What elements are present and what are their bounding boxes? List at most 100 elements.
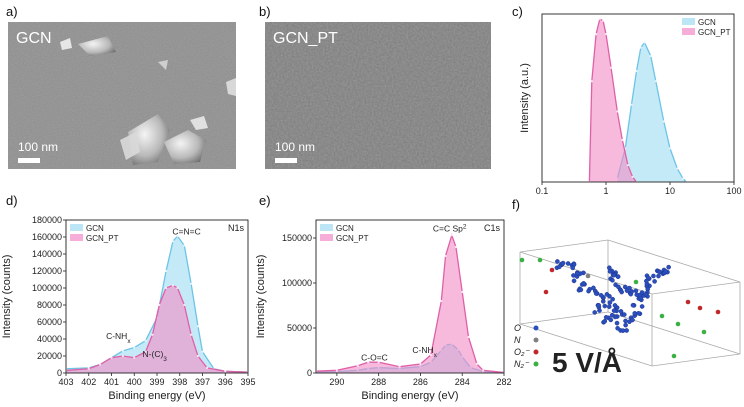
data-point (450, 234, 453, 237)
legend-label: N₂⁻ (514, 359, 530, 369)
data-point (190, 282, 193, 285)
atom (578, 287, 584, 293)
x-axis-label: Binding energy (eV) (108, 390, 205, 402)
atom (685, 299, 691, 305)
data-point (176, 286, 179, 290)
y-tick-label: 0 (307, 368, 312, 378)
y-tick-label: 100000 (32, 283, 62, 293)
scale-bar-label: 100 nm (18, 140, 59, 154)
data-point (367, 361, 370, 364)
atom (622, 284, 628, 290)
atom (607, 300, 613, 305)
data-point (121, 349, 124, 352)
series-line (65, 284, 249, 373)
plot-frame (315, 219, 505, 374)
legend-marker (533, 325, 539, 331)
data-point (183, 244, 186, 247)
data-point (643, 41, 646, 44)
y-axis-label: Intensity (counts) (256, 255, 267, 339)
atom (628, 291, 634, 297)
series-gcn (616, 41, 688, 184)
atom (671, 353, 677, 359)
sem-texture-gcn-pt (265, 22, 491, 169)
data-point (144, 350, 147, 353)
legend-swatch (320, 224, 333, 231)
y-tick-label: 50000 (287, 323, 312, 333)
y-tick-label: 20000 (37, 351, 62, 361)
x-axis-label: Binding energy (eV) (361, 390, 458, 402)
atom (606, 304, 612, 309)
atom (608, 317, 614, 323)
y-tick-label: 160000 (32, 232, 62, 242)
atom (592, 310, 598, 315)
atom (675, 321, 681, 327)
atom (593, 291, 599, 296)
x-tick-label: 397 (195, 377, 210, 387)
data-point (356, 364, 359, 367)
atom (620, 328, 626, 333)
panel-letter-c: c) (512, 4, 523, 19)
scale-bar (275, 158, 297, 163)
data-point (621, 138, 624, 142)
atom (581, 281, 586, 286)
x-tick-label: 0.1 (536, 186, 549, 196)
data-point (681, 177, 685, 180)
x-axis-label: Particle size (nm) (596, 199, 681, 200)
series-area (316, 235, 504, 373)
x-tick-label: 1 (603, 186, 608, 196)
data-point (165, 286, 168, 290)
legend-label: GCN (86, 224, 104, 233)
atom (630, 302, 636, 308)
x-tick-label: 288 (371, 377, 386, 387)
data-point (454, 245, 458, 249)
atom (618, 309, 624, 314)
atom (602, 303, 608, 309)
data-point (110, 356, 113, 359)
atom (602, 318, 608, 324)
field-strength-label: 5 V/Å (552, 347, 622, 378)
x-tick-label: 402 (81, 377, 96, 387)
particle (78, 36, 116, 56)
x-tick-label: 400 (127, 377, 142, 387)
data-point (196, 354, 200, 358)
legend-marker (533, 361, 539, 367)
scale-bar-label: 100 nm (275, 140, 316, 154)
data-point (630, 103, 633, 106)
data-point (398, 365, 401, 368)
y-tick-label: 180000 (32, 215, 62, 225)
data-point (335, 369, 338, 372)
atom (596, 303, 601, 308)
data-point (171, 284, 175, 287)
data-point (590, 80, 593, 83)
atom (611, 272, 617, 278)
data-point (440, 299, 443, 303)
data-point (654, 80, 657, 83)
data-point (183, 303, 186, 307)
data-point (151, 333, 154, 336)
x-tick-label: 282 (496, 377, 511, 387)
legend-label: GCN (698, 18, 716, 27)
series-area (66, 285, 248, 373)
atom (612, 303, 618, 308)
sem-image-gcn: GCN 100 nm (8, 22, 236, 169)
data-point (467, 335, 470, 339)
legend-label: N (514, 335, 521, 345)
atom (555, 259, 560, 264)
data-point (649, 54, 652, 58)
y-axis-label: Intensity (a.u.) (519, 63, 531, 133)
x-tick-label: 290 (329, 377, 344, 387)
data-point (87, 367, 90, 370)
data-point (99, 363, 102, 366)
legend-swatch (320, 234, 333, 241)
atom (633, 279, 639, 285)
atom (639, 304, 645, 309)
chart-title: N1s (228, 223, 245, 233)
atom-cluster (519, 257, 721, 359)
particle-size-chart: 0.1 1 10 100 Particle size (nm) Intensity (a.… (519, 13, 742, 200)
chart-title: C1s (484, 223, 501, 233)
y-tick-label: 150000 (282, 233, 312, 243)
data-point (196, 325, 200, 328)
atom (560, 260, 566, 266)
